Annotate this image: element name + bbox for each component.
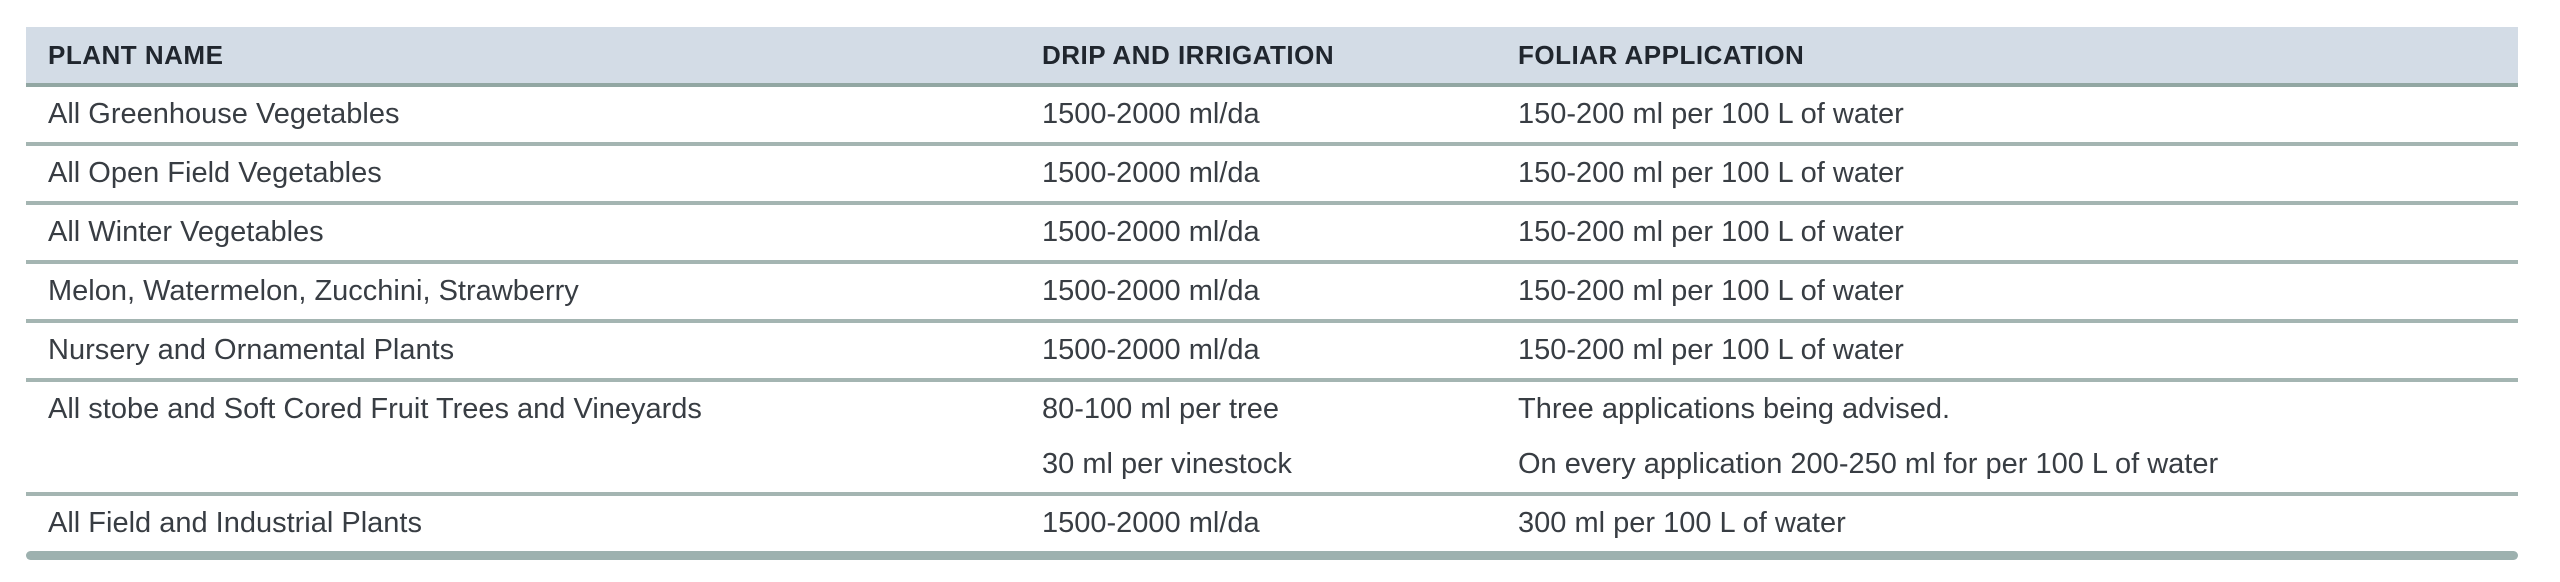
table-row: Melon, Watermelon, Zucchini, Strawberry … — [26, 260, 2518, 319]
cell-text: All Greenhouse Vegetables — [48, 98, 400, 130]
foliar-application-cell: 150-200 ml per 100 L of water — [1496, 323, 2518, 378]
plant-name-cell: All Open Field Vegetables — [26, 146, 1020, 201]
table-body: All Greenhouse Vegetables 1500-2000 ml/d… — [26, 87, 2518, 551]
drip-irrigation-cell: 80-100 ml per tree 30 ml per vinestock — [1020, 382, 1496, 492]
cell-text: 1500-2000 ml/da — [1042, 275, 1260, 307]
plant-name-cell: All Greenhouse Vegetables — [26, 87, 1020, 142]
table-row: All Open Field Vegetables 1500-2000 ml/d… — [26, 142, 2518, 201]
cell-text: All Open Field Vegetables — [48, 157, 382, 189]
column-header-plant-name: PLANT NAME — [48, 39, 224, 70]
table-bottom-border — [26, 551, 2518, 560]
foliar-application-cell: 150-200 ml per 100 L of water — [1496, 146, 2518, 201]
plant-name-cell: All Winter Vegetables — [26, 205, 1020, 260]
table-row: All Greenhouse Vegetables 1500-2000 ml/d… — [26, 87, 2518, 142]
cell-text: 1500-2000 ml/da — [1042, 216, 1260, 248]
cell-text: 150-200 ml per 100 L of water — [1518, 334, 1904, 366]
plant-name-cell: All stobe and Soft Cored Fruit Trees and… — [26, 382, 1020, 492]
cell-text: All Field and Industrial Plants — [48, 507, 422, 539]
cell-text: Melon, Watermelon, Zucchini, Strawberry — [48, 275, 579, 307]
cell-text: 1500-2000 ml/da — [1042, 98, 1260, 130]
cell-text: 80-100 ml per tree — [1042, 393, 1279, 425]
foliar-application-cell: 150-200 ml per 100 L of water — [1496, 87, 2518, 142]
cell-text: Three applications being advised. — [1518, 393, 1951, 425]
drip-irrigation-cell: 1500-2000 ml/da — [1020, 146, 1496, 201]
cell-text: All stobe and Soft Cored Fruit Trees and… — [48, 393, 702, 425]
foliar-application-cell: Three applications being advised. On ever… — [1496, 382, 2518, 492]
table-header-row: PLANT NAME DRIP AND IRRIGATION FOLIAR AP… — [26, 27, 2518, 87]
cell-text: 150-200 ml per 100 L of water — [1518, 216, 1904, 248]
cell-text: 150-200 ml per 100 L of water — [1518, 98, 1904, 130]
cell-text: 1500-2000 ml/da — [1042, 334, 1260, 366]
drip-irrigation-cell: 1500-2000 ml/da — [1020, 205, 1496, 260]
drip-irrigation-cell: 1500-2000 ml/da — [1020, 87, 1496, 142]
foliar-application-cell: 300 ml per 100 L of water — [1496, 496, 2518, 551]
cell-text: 150-200 ml per 100 L of water — [1518, 157, 1904, 189]
table-row: All Winter Vegetables 1500-2000 ml/da 15… — [26, 201, 2518, 260]
table-row: All stobe and Soft Cored Fruit Trees and… — [26, 378, 2518, 492]
cell-text: 1500-2000 ml/da — [1042, 157, 1260, 189]
foliar-application-cell: 150-200 ml per 100 L of water — [1496, 205, 2518, 260]
foliar-application-cell: 150-200 ml per 100 L of water — [1496, 264, 2518, 319]
cell-text: 1500-2000 ml/da — [1042, 507, 1260, 539]
cell-text: 150-200 ml per 100 L of water — [1518, 275, 1904, 307]
drip-irrigation-cell: 1500-2000 ml/da — [1020, 496, 1496, 551]
plant-name-cell: All Field and Industrial Plants — [26, 496, 1020, 551]
cell-text: 30 ml per vinestock — [1042, 448, 1292, 480]
table-row: All Field and Industrial Plants 1500-200… — [26, 492, 2518, 551]
cell-text: Nursery and Ornamental Plants — [48, 334, 455, 366]
column-header-foliar-application: FOLIAR APPLICATION — [1518, 39, 1805, 70]
drip-irrigation-cell: 1500-2000 ml/da — [1020, 264, 1496, 319]
table-row: Nursery and Ornamental Plants 1500-2000 … — [26, 319, 2518, 378]
plant-dosage-table: PLANT NAME DRIP AND IRRIGATION FOLIAR AP… — [26, 27, 2518, 560]
drip-irrigation-cell: 1500-2000 ml/da — [1020, 323, 1496, 378]
cell-text: On every application 200-250 ml for per … — [1518, 448, 2219, 480]
cell-text: All Winter Vegetables — [48, 216, 324, 248]
column-header-drip-and-irrigation: DRIP AND IRRIGATION — [1042, 39, 1335, 70]
plant-name-cell: Melon, Watermelon, Zucchini, Strawberry — [26, 264, 1020, 319]
cell-text: 300 ml per 100 L of water — [1518, 507, 1846, 539]
plant-name-cell: Nursery and Ornamental Plants — [26, 323, 1020, 378]
